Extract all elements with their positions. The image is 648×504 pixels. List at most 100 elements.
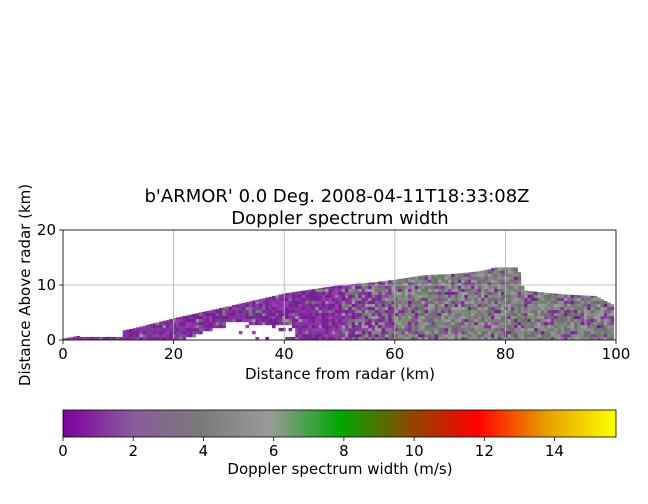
echo-cell xyxy=(345,291,349,295)
echo-cell xyxy=(321,330,326,335)
echo-cell xyxy=(235,306,240,311)
echo-cell xyxy=(258,321,263,326)
echo-cell xyxy=(139,336,143,340)
echo-cell xyxy=(328,327,333,332)
echo-cell xyxy=(408,282,412,286)
echo-cell xyxy=(570,300,575,304)
echo-cell xyxy=(607,333,611,338)
echo-cell xyxy=(434,330,439,335)
echo-cell xyxy=(451,276,455,280)
echo-cell xyxy=(580,333,585,338)
echo-cell xyxy=(454,306,459,311)
echo-cell xyxy=(162,324,167,329)
echo-cell xyxy=(325,306,329,311)
echo-cell xyxy=(142,336,147,340)
echo-cell xyxy=(431,276,435,280)
echo-cell xyxy=(577,303,581,308)
echo-cell xyxy=(497,270,502,274)
echo-cell xyxy=(587,295,591,298)
echo-cell xyxy=(321,309,326,314)
echo-cell xyxy=(341,324,346,329)
echo-cell xyxy=(510,279,515,283)
echo-cell xyxy=(441,279,445,283)
echo-cell xyxy=(577,312,581,317)
echo-cell xyxy=(391,297,396,301)
echo-cell xyxy=(573,333,578,338)
echo-cell xyxy=(341,315,346,320)
echo-cell xyxy=(404,282,409,286)
echo-cell xyxy=(401,336,406,340)
echo-cell xyxy=(587,300,591,304)
echo-cell xyxy=(421,327,425,332)
echo-cell xyxy=(544,300,548,304)
echo-cell xyxy=(507,297,512,301)
echo-cell xyxy=(554,315,558,320)
echo-cell xyxy=(487,306,492,311)
echo-cell xyxy=(424,330,429,335)
echo-cell xyxy=(510,285,515,289)
echo-cell xyxy=(175,318,180,323)
echo-cell xyxy=(272,296,276,298)
echo-cell xyxy=(368,291,372,295)
echo-cell xyxy=(593,321,598,326)
echo-cell xyxy=(583,295,588,298)
echo-cell xyxy=(394,288,399,292)
echo-cell xyxy=(404,288,409,292)
echo-cell xyxy=(398,336,402,340)
echo-cell xyxy=(560,336,565,340)
echo-cell xyxy=(238,315,243,320)
y-tick-label: 20 xyxy=(37,221,56,239)
echo-cell xyxy=(517,300,522,304)
echo-cell xyxy=(281,309,286,314)
echo-cell xyxy=(524,324,528,329)
echo-cell xyxy=(447,276,452,280)
echo-cell xyxy=(374,327,379,332)
echo-cell xyxy=(145,333,150,338)
echo-cell xyxy=(208,318,213,323)
echo-cell xyxy=(358,318,362,323)
echo-cell xyxy=(441,309,445,314)
echo-cell xyxy=(434,327,439,332)
echo-cell xyxy=(587,333,591,338)
echo-cell xyxy=(491,288,495,292)
echo-cell xyxy=(544,309,548,314)
echo-cell xyxy=(557,324,561,329)
echo-cell xyxy=(454,300,459,304)
echo-cell xyxy=(371,315,376,320)
echo-cell xyxy=(454,294,459,298)
echo-cell xyxy=(189,318,193,323)
echo-cell xyxy=(491,303,495,308)
echo-cell xyxy=(192,330,197,335)
echo-cell xyxy=(457,279,462,283)
echo-cell xyxy=(155,333,160,338)
echo-cell xyxy=(507,312,512,317)
echo-cell xyxy=(431,297,435,301)
echo-cell xyxy=(467,303,472,308)
echo-cell xyxy=(500,267,505,271)
echo-cell xyxy=(457,297,462,301)
echo-cell xyxy=(278,294,283,298)
echo-cell xyxy=(159,330,163,335)
echo-cell xyxy=(321,294,326,298)
echo-cell xyxy=(374,294,379,298)
echo-cell xyxy=(381,309,386,314)
echo-cell xyxy=(427,306,432,311)
echo-cell xyxy=(258,318,263,323)
echo-cell xyxy=(461,300,465,304)
echo-cell xyxy=(218,315,223,320)
echo-cell xyxy=(477,303,482,308)
echo-cell xyxy=(321,324,326,329)
echo-cell xyxy=(272,303,276,308)
echo-cell xyxy=(308,324,313,329)
echo-cell xyxy=(547,315,552,320)
echo-cell xyxy=(487,312,492,317)
echo-cell xyxy=(477,279,482,283)
echo-cell xyxy=(341,309,346,314)
echo-cell xyxy=(205,324,210,329)
echo-cell xyxy=(265,321,270,326)
echo-cell xyxy=(139,326,143,329)
echo-cell xyxy=(262,303,266,308)
echo-cell xyxy=(378,333,382,338)
echo-cell xyxy=(600,300,605,304)
echo-cell xyxy=(318,291,323,295)
